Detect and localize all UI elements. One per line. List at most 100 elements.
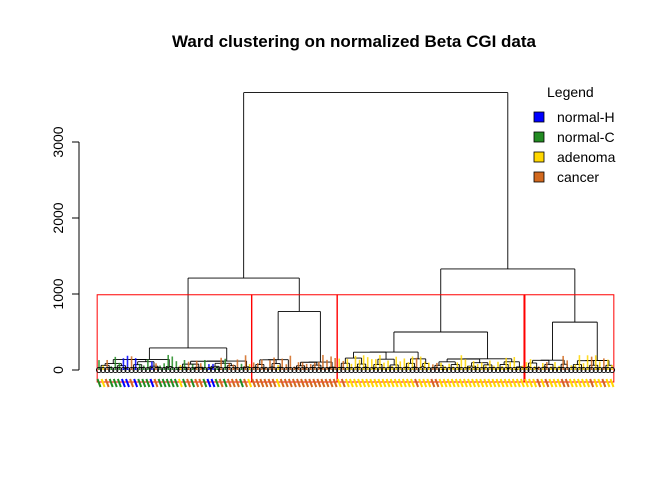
leaf-point — [124, 366, 131, 374]
leaf-label — [446, 378, 452, 388]
leaf-point — [535, 366, 542, 374]
leaf-label — [454, 378, 460, 388]
leaf-label — [133, 378, 139, 388]
leaf-label — [357, 378, 363, 388]
leaf-label — [593, 378, 599, 388]
leaf-label — [495, 378, 501, 388]
leaf-point — [328, 366, 335, 374]
legend-title: Legend — [547, 84, 594, 100]
y-axis: 0 1000 2000 3000 — [50, 126, 80, 374]
leaf-label — [324, 378, 330, 388]
leaf-point — [161, 366, 168, 374]
leaf-point — [551, 366, 559, 374]
leaf-label — [328, 378, 334, 388]
leaf-label — [507, 378, 513, 388]
leaf-label — [104, 378, 110, 388]
leaf-label — [259, 378, 265, 388]
leaf-label — [450, 378, 456, 388]
leaf-label — [287, 378, 293, 388]
leaf-label — [430, 378, 436, 388]
leaf-label — [552, 378, 558, 388]
leaf-point — [478, 366, 485, 374]
y-tick-label: 0 — [50, 366, 66, 374]
leaf-label — [271, 378, 277, 388]
leaf-point — [580, 366, 587, 374]
leaf-point — [352, 366, 359, 374]
leaf-point — [295, 366, 302, 374]
leaf-point — [136, 366, 143, 374]
leaf-label — [532, 378, 538, 388]
leaf-label — [186, 378, 192, 388]
leaf-point — [275, 366, 282, 374]
leaf-point — [584, 366, 591, 374]
leaf-point — [283, 366, 290, 374]
leaf-point — [433, 366, 440, 374]
leaf-label — [112, 378, 118, 388]
leaf-point — [380, 366, 388, 374]
leaf-point — [315, 366, 322, 374]
cluster-boxes — [96, 294, 615, 383]
leaf-label — [206, 378, 212, 388]
y-tick-label: 1000 — [50, 278, 66, 309]
leaf-label — [471, 378, 477, 388]
leaf-point — [356, 366, 363, 374]
leaf-point — [222, 366, 229, 374]
leaf-label — [483, 378, 489, 388]
leaf-point — [360, 366, 367, 374]
leaf-point — [307, 366, 314, 374]
leaf-point — [572, 366, 579, 374]
leaf-point — [539, 366, 546, 374]
leaf-label — [369, 378, 375, 388]
leaf-label — [141, 378, 147, 388]
leaf-point — [258, 366, 265, 374]
leaf-label — [153, 378, 159, 388]
leaf-point — [523, 366, 530, 374]
leaf-label — [548, 378, 554, 388]
leaf-label — [589, 378, 595, 388]
leaf-point — [389, 366, 396, 374]
leaf-point — [234, 366, 241, 374]
leaf-point — [560, 366, 567, 374]
leaf-label — [169, 378, 175, 388]
leaf-point — [140, 366, 147, 374]
leaf-label — [214, 378, 220, 388]
leaf-label — [332, 378, 338, 388]
leaf-point — [291, 366, 298, 374]
leaf-point — [205, 366, 212, 374]
leaf-label — [247, 378, 253, 388]
leaf-point — [385, 366, 392, 374]
legend-swatch — [533, 171, 545, 183]
y-tick-label: 3000 — [50, 126, 66, 157]
leaf-point — [116, 366, 123, 374]
leaf-point — [454, 366, 461, 374]
legend-label: normal-H — [557, 109, 615, 125]
leaf-label — [116, 378, 122, 388]
leaf-point — [250, 366, 257, 374]
leaf-label — [137, 378, 143, 388]
leaf-label — [308, 378, 314, 388]
leaf-point — [511, 366, 518, 374]
leaf-point — [596, 366, 603, 374]
legend-label: cancer — [557, 169, 599, 185]
leaf-point — [299, 366, 306, 374]
leaf-label — [96, 378, 102, 388]
leaf-point — [588, 366, 595, 374]
leaf-point — [397, 366, 404, 374]
leaf-label — [234, 378, 240, 388]
leaf-label — [458, 378, 464, 388]
legend-swatch — [533, 131, 545, 143]
leaf-point — [417, 366, 424, 374]
leaf-point — [128, 366, 135, 374]
leaf-point — [181, 366, 188, 374]
leaf-label — [515, 378, 521, 388]
leaf-label — [340, 378, 346, 388]
leaf-label — [442, 378, 448, 388]
leaf-point — [323, 366, 331, 374]
leaf-label — [426, 378, 432, 388]
leaf-label — [572, 378, 578, 388]
leaf-point — [372, 366, 379, 374]
leaf-point — [319, 366, 326, 374]
leaf-point — [401, 366, 408, 374]
leaf-point — [189, 366, 196, 374]
